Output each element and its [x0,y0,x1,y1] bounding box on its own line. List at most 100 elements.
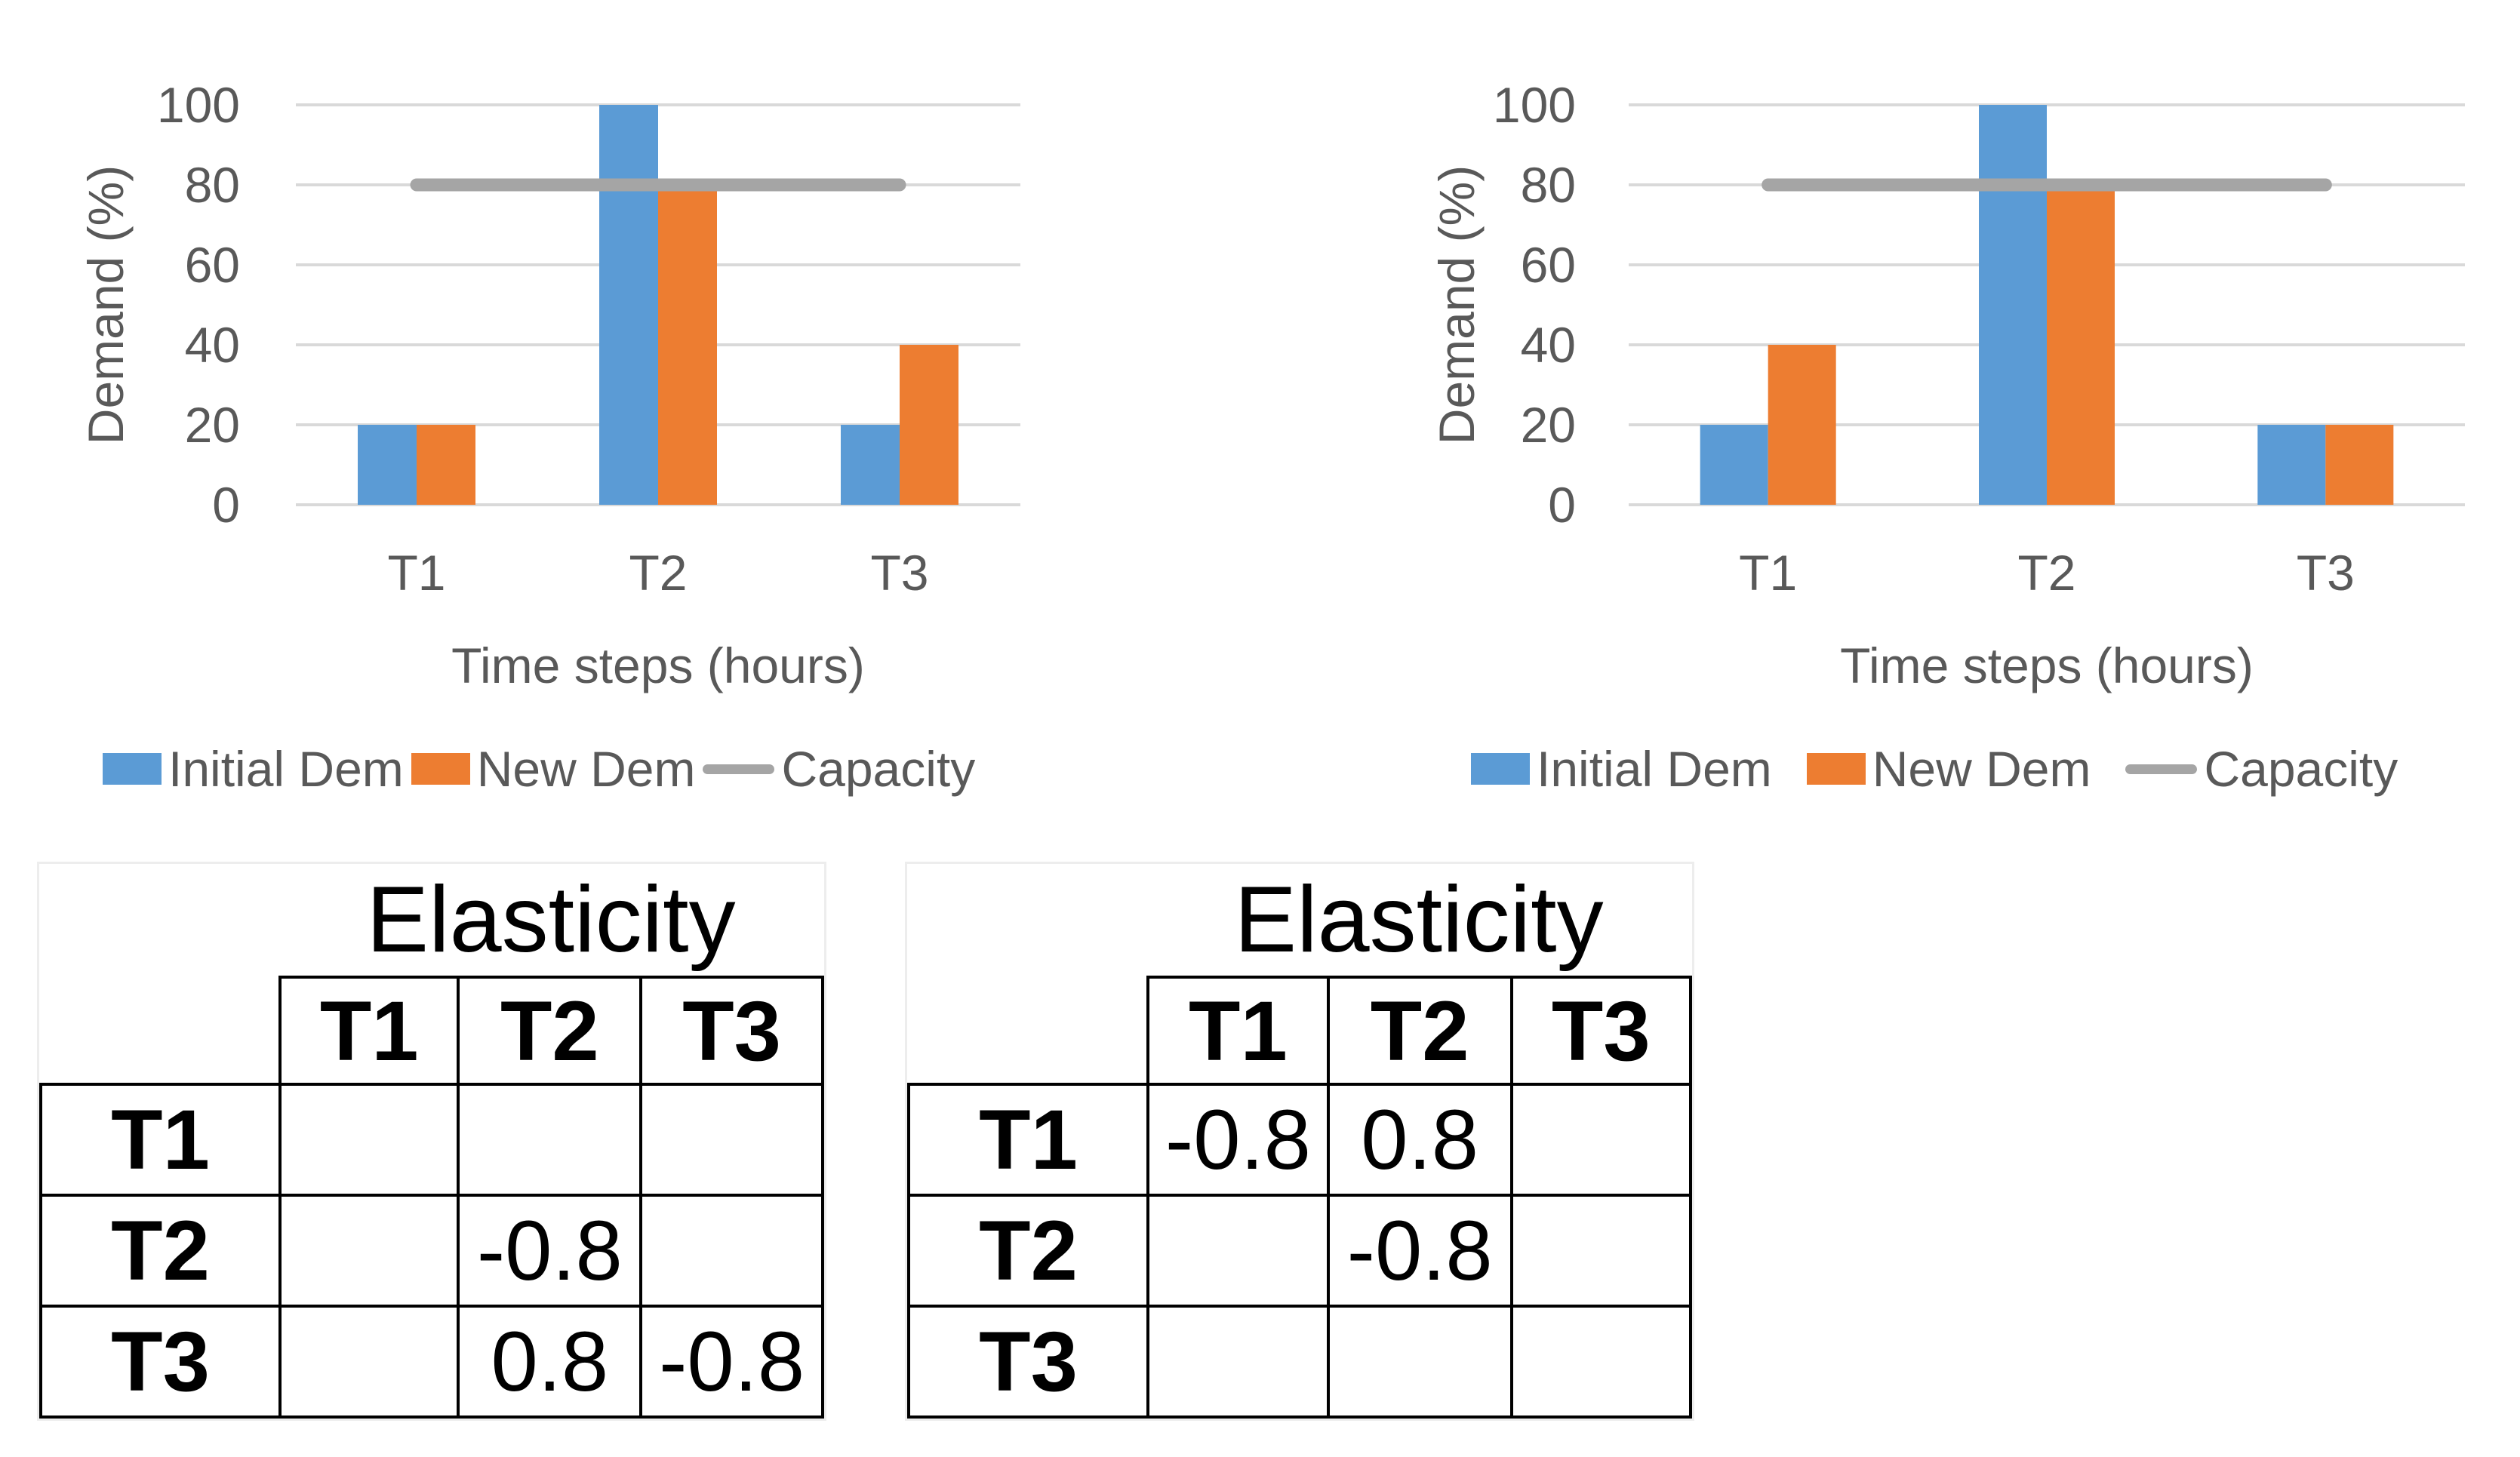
legend-label: Initial Dem [168,741,404,797]
cell-t1-t3 [639,1083,824,1197]
bar-new-dem-t2 [2047,185,2115,505]
legend-swatch-new-dem [411,753,470,785]
legend-item-capacity: Capacity [2125,740,2398,798]
row-header-t3: T3 [906,1305,1150,1419]
row-header-t1: T1 [906,1083,1150,1197]
y-tick-label: 40 [185,317,240,373]
y-tick-label: 0 [212,477,240,533]
legend-swatch-initial-dem [103,753,162,785]
cell-t2-t1 [278,1194,460,1308]
table-title: Elasticity [1234,868,1604,972]
cell-t1-t3 [1509,1083,1693,1197]
elasticity-table-left: Elasticity T1 T2 T3 T1 T2 -0.8 T3 0.8 -0.8 [37,862,826,1421]
legend-line-swatch-capacity [703,764,775,774]
table-row-t3: T3 0.8 -0.8 [38,1305,824,1419]
cell-t2-t2: -0.8 [457,1194,643,1308]
y-tick-label: 0 [1548,477,1576,533]
table-row-t2: T2 -0.8 [38,1194,824,1308]
legend-item-initial-dem: Initial Dem [1471,740,1772,798]
bar-initial-dem-t3 [841,425,900,505]
bar-new-dem-t1 [417,425,475,505]
bar-initial-dem-t1 [1700,425,1768,505]
legend-label: Initial Dem [1537,741,1772,797]
col-header-t2: T2 [457,976,643,1086]
col-header-t3: T3 [1509,976,1693,1086]
row-header-t2: T2 [906,1194,1150,1308]
legend-label: Capacity [2204,741,2398,797]
cell-t2-t3 [639,1194,824,1308]
row-header-t3: T3 [38,1305,282,1419]
legend-swatch-initial-dem [1471,753,1530,785]
cell-t3-t2 [1326,1305,1513,1419]
cell-t2-t2: -0.8 [1326,1194,1513,1308]
x-tick-label: T1 [1739,545,1797,601]
table-row-t1: T1 -0.8 0.8 [906,1083,1693,1197]
bar-initial-dem-t3 [2257,425,2326,505]
legend-label: New Dem [476,741,696,797]
table-header-row: T1 T2 T3 [41,976,824,1086]
bar-initial-dem-t2 [1979,105,2047,505]
corner-cell [909,977,1148,1084]
y-axis-title: Demand (%) [78,165,134,444]
y-tick-label: 60 [185,237,240,293]
legend-item-initial-dem: Initial Dem [103,740,404,798]
bar-new-dem-t1 [1768,345,1836,505]
x-tick-label: T3 [870,545,928,601]
x-axis-title: Time steps (hours) [451,638,865,693]
y-axis-title: Demand (%) [1429,165,1485,444]
legend-label: New Dem [1872,741,2091,797]
cell-t3-t3: -0.8 [639,1305,824,1419]
legend-line-swatch-capacity [2125,764,2198,774]
legend-swatch-new-dem [1806,753,1866,785]
x-tick-label: T2 [629,545,687,601]
chart-left-legend: Initial Dem New Dem Capacity [103,740,975,798]
cell-t2-t1 [1146,1194,1330,1308]
cell-t3-t3 [1509,1305,1693,1419]
legend-item-new-dem: New Dem [411,740,696,798]
table-row-t2: T2 -0.8 [906,1194,1693,1308]
cell-t3-t1 [278,1305,460,1419]
table-header-row: T1 T2 T3 [909,976,1693,1086]
cell-t1-t2 [457,1083,643,1197]
x-tick-label: T3 [2297,545,2355,601]
cell-t1-t1 [278,1083,460,1197]
y-tick-label: 20 [1521,397,1576,453]
bar-new-dem-t3 [900,345,958,505]
table-title: Elasticity [366,868,736,972]
demand-chart-right: 0 20 40 60 80 100 Demand (%) T1 T2 T3 Time steps (… [1351,0,2520,815]
table-row-t1: T1 [38,1083,824,1197]
demand-chart-left: 0 20 40 60 80 100 Demand (%) T1 T2 T3 Time steps (… [0,0,1177,815]
y-tick-label: 40 [1521,317,1576,373]
cell-t1-t2: 0.8 [1326,1083,1513,1197]
table-row-t3: T3 [906,1305,1693,1419]
elasticity-matrix: T1 T2 T3 T1 T2 -0.8 T3 0.8 -0.8 [38,976,824,1419]
legend-item-capacity: Capacity [703,740,975,798]
col-header-t2: T2 [1326,976,1513,1086]
y-tick-label: 80 [1521,157,1576,213]
row-header-t2: T2 [38,1194,282,1308]
x-axis-title: Time steps (hours) [1840,638,2254,693]
col-header-t3: T3 [639,976,824,1086]
y-tick-label: 100 [157,77,240,133]
bar-new-dem-t2 [658,185,717,505]
cell-t3-t1 [1146,1305,1330,1419]
row-header-t1: T1 [38,1083,282,1197]
x-tick-label: T2 [2017,545,2075,601]
elasticity-table-right: Elasticity T1 T2 T3 T1 -0.8 0.8 T2 -0.8 T3 [905,862,1694,1421]
legend-item-new-dem: New Dem [1806,740,2091,798]
bar-initial-dem-t2 [599,105,658,505]
bar-new-dem-t3 [2325,425,2394,505]
y-tick-label: 20 [185,397,240,453]
elasticity-matrix: T1 T2 T3 T1 -0.8 0.8 T2 -0.8 T3 [906,976,1693,1419]
legend-label: Capacity [781,741,976,797]
y-tick-label: 60 [1521,237,1576,293]
corner-cell [41,977,280,1084]
cell-t1-t1: -0.8 [1146,1083,1330,1197]
chart-right-legend: Initial Dem New Dem Capacity [1471,740,2398,798]
x-tick-label: T1 [387,545,445,601]
col-header-t1: T1 [278,976,460,1086]
y-tick-label: 80 [185,157,240,213]
